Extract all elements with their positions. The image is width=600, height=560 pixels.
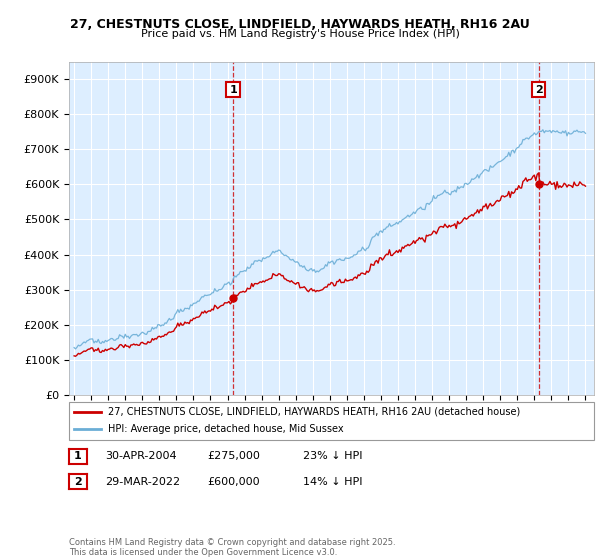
Text: 2: 2 xyxy=(535,85,542,95)
Text: 30-APR-2004: 30-APR-2004 xyxy=(105,451,176,461)
Text: 27, CHESTNUTS CLOSE, LINDFIELD, HAYWARDS HEATH, RH16 2AU: 27, CHESTNUTS CLOSE, LINDFIELD, HAYWARDS… xyxy=(70,18,530,31)
Text: 2: 2 xyxy=(74,477,82,487)
Text: Contains HM Land Registry data © Crown copyright and database right 2025.
This d: Contains HM Land Registry data © Crown c… xyxy=(69,538,395,557)
Text: 1: 1 xyxy=(74,451,82,461)
Text: 14% ↓ HPI: 14% ↓ HPI xyxy=(303,477,362,487)
Text: 1: 1 xyxy=(229,85,237,95)
Text: £275,000: £275,000 xyxy=(207,451,260,461)
Text: 23% ↓ HPI: 23% ↓ HPI xyxy=(303,451,362,461)
Text: £600,000: £600,000 xyxy=(207,477,260,487)
Text: HPI: Average price, detached house, Mid Sussex: HPI: Average price, detached house, Mid … xyxy=(109,424,344,435)
FancyBboxPatch shape xyxy=(69,402,594,440)
Text: Price paid vs. HM Land Registry's House Price Index (HPI): Price paid vs. HM Land Registry's House … xyxy=(140,29,460,39)
Text: 29-MAR-2022: 29-MAR-2022 xyxy=(105,477,180,487)
Text: 27, CHESTNUTS CLOSE, LINDFIELD, HAYWARDS HEATH, RH16 2AU (detached house): 27, CHESTNUTS CLOSE, LINDFIELD, HAYWARDS… xyxy=(109,407,521,417)
